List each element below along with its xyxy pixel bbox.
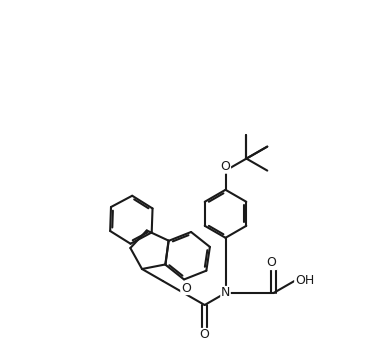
Text: O: O xyxy=(181,282,191,295)
Text: O: O xyxy=(267,257,277,270)
Text: O: O xyxy=(220,160,230,173)
Text: O: O xyxy=(200,328,210,341)
Text: OH: OH xyxy=(295,275,314,288)
Text: N: N xyxy=(221,287,230,300)
